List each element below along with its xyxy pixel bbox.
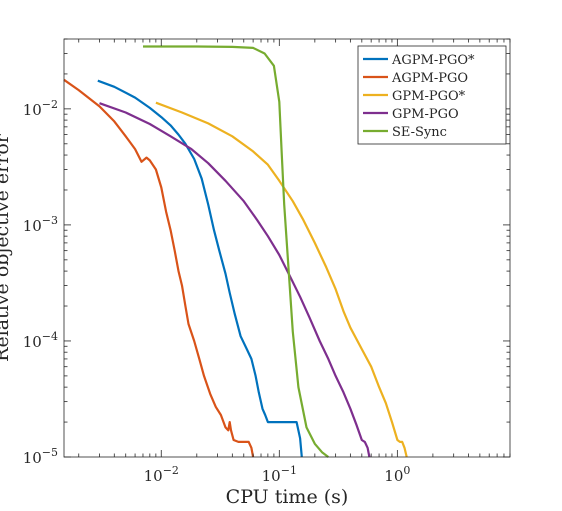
- x-tick-label-3: 100: [384, 464, 410, 485]
- y-tick-label-4: 10−2: [23, 98, 58, 119]
- series-line-3: [155, 101, 408, 458]
- series-line-4: [99, 102, 371, 458]
- series-line-5: [143, 45, 329, 458]
- legend-label-2: AGPM-PGO: [391, 71, 468, 86]
- y-tick-label-3: 10−3: [23, 214, 58, 235]
- axis-layer: 10−2 10−1 100 10−5 10−4 10−3 10−2: [23, 38, 511, 485]
- series-line-2: [63, 78, 255, 458]
- x-tick-label-1: 10−2: [144, 464, 179, 485]
- x-tick-label-2: 10−1: [262, 464, 297, 485]
- legend: AGPM-PGO* AGPM-PGO GPM-PGO* GPM-PGO SE-Sync: [357, 45, 507, 145]
- series-layer: [63, 45, 408, 458]
- legend-label-1: AGPM-PGO*: [391, 53, 475, 68]
- plot-frame: [63, 38, 511, 458]
- legend-label-3: GPM-PGO*: [392, 89, 466, 104]
- y-axis-title: Relative objective error: [0, 133, 13, 362]
- x-axis-title: CPU time (s): [226, 486, 349, 508]
- legend-label-4: GPM-PGO: [392, 107, 459, 122]
- series-line-1: [97, 79, 303, 458]
- legend-label-5: SE-Sync: [392, 125, 447, 140]
- y-tick-label-2: 10−4: [23, 330, 58, 351]
- y-tick-label-1: 10−5: [23, 446, 58, 467]
